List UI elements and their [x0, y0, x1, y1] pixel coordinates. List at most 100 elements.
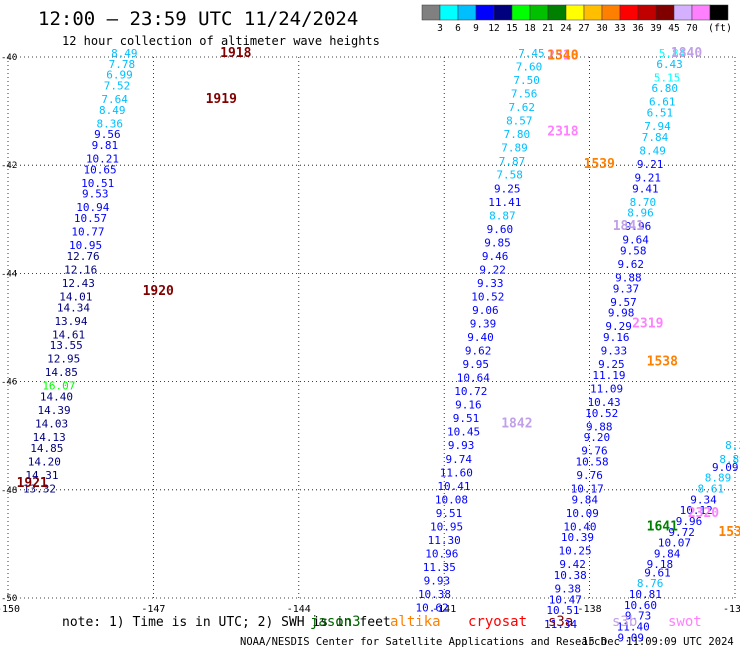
swh-value-s3a: 8.36	[97, 117, 124, 130]
colorbar-swatch	[565, 4, 585, 21]
satellite-legend: jason3 altika cryosat s3a s3b swot	[310, 614, 702, 630]
swh-value-s3b: 9.88	[586, 420, 613, 433]
swh-value-swot: 11.40	[617, 620, 650, 633]
swh-value-s3b: 9.38	[555, 583, 582, 596]
swh-value-swot: 9.09	[618, 631, 645, 644]
swh-value-s3b: 10.52	[585, 407, 618, 420]
swh-value-s3b: 9.20	[584, 431, 611, 444]
colorbar-swatch	[637, 4, 657, 21]
colorbar-label: 45	[668, 23, 679, 34]
pass-time-label: 1920	[143, 284, 174, 299]
colorbar-label: 12	[488, 23, 499, 34]
colorbar-swatch	[511, 4, 531, 21]
swh-value-s3b: 9.96	[625, 220, 652, 233]
chart-title: 12:00 – 23:59 UTC 11/24/2024	[38, 8, 358, 30]
swh-value-s3a: 6.99	[106, 69, 133, 82]
pass-time-label: 1840	[671, 46, 702, 61]
pass-time-label: 1841	[613, 219, 644, 234]
swh-value-jason3: 10.45	[447, 426, 480, 439]
colorbar-swatch	[457, 4, 477, 21]
swh-value-swot: 8.3	[725, 439, 740, 452]
colorbar-swatch	[583, 4, 603, 21]
swh-value-jason3: 7.56	[511, 88, 538, 101]
y-tick-label: -46	[1, 378, 17, 388]
swh-value-s3b: 11.19	[592, 369, 625, 382]
x-tick-label: -138	[578, 604, 602, 615]
swh-value-jason3: 10.52	[471, 290, 504, 303]
legend-s3b: s3b	[612, 614, 637, 630]
colorbar-swatch	[493, 4, 513, 21]
swh-value-s3b: 7.94	[644, 120, 671, 133]
swh-value-s3b: 6.43	[656, 58, 683, 71]
swh-value-s3a: 14.39	[37, 404, 70, 417]
swh-value-s3a: 8.49	[99, 104, 126, 117]
colorbar-label: 9	[473, 23, 479, 34]
swh-value-s3b: 9.57	[610, 296, 637, 309]
swh-value-s3a: 10.57	[74, 212, 107, 225]
swh-value-swot: 8.61	[698, 483, 725, 496]
swh-value-jason3: 10.64	[457, 372, 490, 385]
swh-value-jason3: 7.60	[516, 61, 543, 74]
swh-value-jason3: 9.22	[479, 263, 506, 276]
x-tick-label: -135	[723, 604, 740, 615]
swh-value-s3a: 7.78	[109, 58, 136, 71]
pass-time-label: 153	[718, 525, 740, 540]
legend-swot: swot	[668, 614, 702, 630]
swh-value-jason3: 11.30	[428, 534, 461, 547]
swh-value-s3a: 7.64	[101, 93, 128, 106]
swh-value-s3a: 14.20	[28, 455, 61, 468]
swh-value-swot: 8.89	[719, 453, 740, 466]
colorbar-swatch	[421, 4, 441, 21]
swh-value-jason3: 9.93	[448, 439, 475, 452]
swh-value-s3b: 9.25	[598, 358, 625, 371]
swh-value-jason3: 9.74	[445, 453, 472, 466]
credit-line: NOAA/NESDIS Center for Satellite Applica…	[240, 636, 607, 648]
swh-value-s3b: 10.09	[566, 507, 599, 520]
swh-value-swot: 9.96	[676, 515, 703, 528]
swh-value-swot: 10.60	[624, 599, 657, 612]
chart-subtitle: 12 hour collection of altimeter wave hei…	[62, 34, 380, 48]
x-tick-label: -147	[141, 604, 165, 615]
swh-value-s3b: 10.40	[563, 520, 596, 533]
swh-value-s3a: 14.34	[57, 301, 90, 314]
swh-value-s3a: 9.53	[82, 188, 109, 201]
pass-time-label: 1921	[17, 476, 48, 491]
swh-value-jason3: 9.95	[462, 358, 489, 371]
colorbar-label: 39	[650, 23, 662, 34]
swh-value-s3b: 10.43	[588, 396, 621, 409]
swh-value-jason3: 9.46	[482, 250, 509, 263]
colorbar-label: 6	[455, 23, 461, 34]
swh-value-jason3: 9.62	[465, 345, 492, 358]
swh-value-jason3: 9.51	[436, 507, 463, 520]
swh-value-s3b: 11.09	[590, 382, 623, 395]
colorbar-swatch	[709, 4, 729, 21]
colorbar-swatch	[673, 4, 693, 21]
pass-time-label: 1919	[206, 92, 237, 107]
swh-value-swot: 9.18	[647, 558, 674, 571]
swh-value-swot: 9.72	[668, 526, 695, 539]
swh-value-s3a: 9.56	[94, 128, 121, 141]
swh-value-swot: 9.61	[644, 566, 671, 579]
swh-value-s3b: 9.42	[559, 558, 586, 571]
swh-value-s3a: 10.94	[76, 201, 109, 214]
swh-value-swot: 10.12	[680, 504, 713, 517]
swh-value-s3b: 9.29	[605, 320, 632, 333]
swh-value-jason3: 11.60	[440, 466, 473, 479]
colorbar-swatch	[547, 4, 567, 21]
swh-value-s3b: 10.58	[575, 455, 608, 468]
colorbar-swatch	[619, 4, 639, 21]
colorbar-label: 27	[578, 23, 589, 34]
swh-value-jason3: 11.41	[488, 196, 521, 209]
swh-value-s3a: 14.31	[25, 469, 58, 482]
swh-value-s3b: 10.39	[561, 531, 594, 544]
swh-value-jason3: 7.87	[499, 155, 526, 168]
swh-value-jason3: 9.39	[470, 318, 497, 331]
swh-value-s3a: 10.77	[71, 226, 104, 239]
swh-value-jason3: 10.41	[437, 480, 470, 493]
swh-value-s3a: 9.81	[92, 139, 119, 152]
colorbar-swatch	[529, 4, 549, 21]
colorbar: 3 6 9 12 15 18 21 24 27 30 33 36 39 45 70	[421, 4, 729, 34]
swh-value-swot: 8.89	[705, 472, 732, 485]
swh-value-swot: 9.34	[690, 493, 717, 506]
